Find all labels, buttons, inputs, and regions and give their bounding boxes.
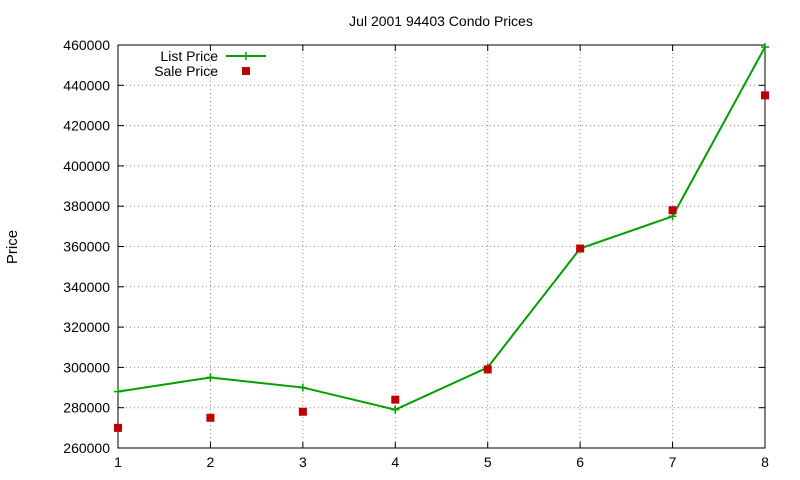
data-point-sale-price xyxy=(206,413,215,422)
axis-ticks: 260000 280000 300000 320000 340000 360000 3800… xyxy=(63,37,769,470)
y-tick-label: 440000 xyxy=(63,77,110,93)
data-point-sale-price xyxy=(668,206,677,215)
data-point-sale-price xyxy=(576,244,585,253)
y-tick-label: 360000 xyxy=(63,239,110,255)
x-tick-label: 1 xyxy=(114,454,122,470)
data-point-list-price xyxy=(114,387,122,396)
data-point-sale-price xyxy=(483,365,492,374)
data-point-sale-price xyxy=(761,91,769,100)
data-point-list-price xyxy=(761,43,769,52)
y-tick-label: 300000 xyxy=(63,359,110,375)
legend-label: Sale Price xyxy=(154,63,218,79)
y-tick-label: 260000 xyxy=(63,440,110,456)
y-tick-label: 400000 xyxy=(63,158,110,174)
data-point-list-price xyxy=(391,405,400,414)
series-layer xyxy=(114,43,769,432)
x-tick-label: 3 xyxy=(299,454,307,470)
series-line-list-price xyxy=(117,46,766,411)
y-tick-label: 460000 xyxy=(63,37,110,53)
x-tick-label: 8 xyxy=(761,454,769,470)
data-point-list-price xyxy=(206,373,215,382)
x-tick-label: 6 xyxy=(576,454,584,470)
data-point-sale-price xyxy=(298,407,307,416)
x-tick-label: 4 xyxy=(391,454,399,470)
y-axis-label: Price xyxy=(4,230,21,264)
plot-border xyxy=(117,44,766,449)
legend-label: List Price xyxy=(160,48,218,64)
data-point-sale-price xyxy=(114,423,122,432)
legend-marker xyxy=(242,67,250,75)
y-tick-label: 420000 xyxy=(63,118,110,134)
legend-marker xyxy=(242,52,250,60)
x-tick-label: 2 xyxy=(207,454,215,470)
x-tick-label: 5 xyxy=(484,454,492,470)
y-tick-label: 320000 xyxy=(63,319,110,335)
y-tick-label: 340000 xyxy=(63,279,110,295)
y-tick-label: 380000 xyxy=(63,198,110,214)
chart-title: Jul 2001 94403 Condo Prices xyxy=(349,13,533,29)
data-point-list-price xyxy=(298,383,307,392)
data-point-sale-price xyxy=(391,395,400,404)
x-tick-label: 7 xyxy=(669,454,677,470)
y-tick-label: 280000 xyxy=(63,400,110,416)
